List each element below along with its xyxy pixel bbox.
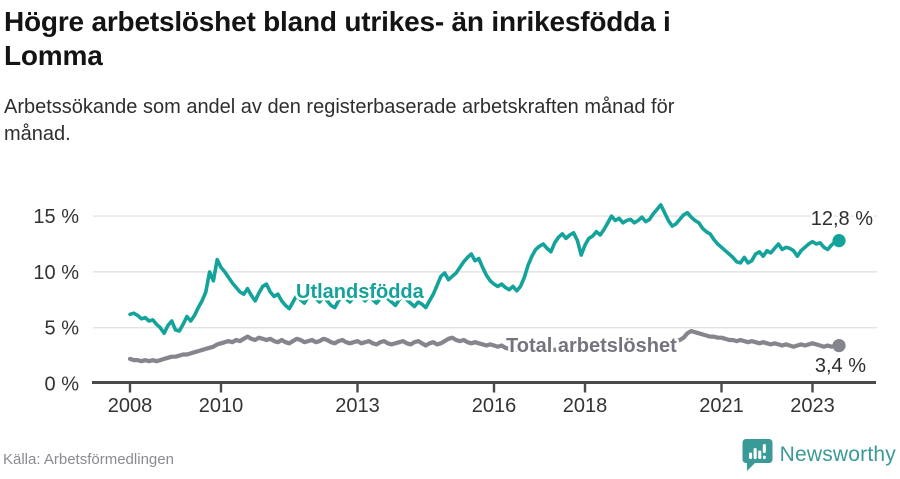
end-value-label-total-arbetsloshet: 3,4 % <box>815 355 866 377</box>
newsworthy-logo[interactable]: Newsworthy <box>742 438 896 472</box>
newsworthy-speech-bubble-chart-icon <box>742 439 773 471</box>
series-end-value-labels: 12,8 % 3,4 % <box>808 206 875 380</box>
y-tick-label-15: 15 % <box>33 206 79 228</box>
newsworthy-wordmark: Newsworthy <box>779 443 896 466</box>
chart-subtitle: Arbetssökande som andel av den registerb… <box>4 94 896 148</box>
subtitle-line-2: månad. <box>4 123 71 145</box>
subtitle-line-1: Arbetssökande som andel av den registerb… <box>4 96 675 118</box>
y-tick-label-5: 5 % <box>45 318 80 340</box>
x-tick-label-2021: 2021 <box>699 395 744 417</box>
x-tick-label-2008: 2008 <box>108 395 153 417</box>
series-end-dots <box>832 234 846 353</box>
y-tick-label-10: 10 % <box>33 262 79 284</box>
line-utlandsfodda <box>128 203 841 336</box>
series-label-utlandsfodda: Utlandsfödda <box>296 281 425 303</box>
x-tick-label-2016: 2016 <box>472 395 517 417</box>
line-total-arbetsloshet <box>127 328 842 364</box>
x-tick-label-2013: 2013 <box>335 395 380 417</box>
title-line-1: Högre arbetslöshet bland utrikes- än inr… <box>4 6 671 37</box>
end-dot-total-arbetsloshet <box>832 338 846 353</box>
series-label-total-arbetsloshet: Total arbetslöshet <box>506 335 677 357</box>
title-line-2: Lomma <box>4 40 103 71</box>
x-tick-label-2023: 2023 <box>790 395 835 417</box>
x-tick-label-2018: 2018 <box>563 395 608 417</box>
y-tick-label-0: 0 % <box>45 374 80 396</box>
x-axis-labels: 2008 2010 2013 2016 2018 2021 2023 <box>108 395 835 417</box>
source-credit: Källa: Arbetsförmedlingen <box>3 451 174 468</box>
series-lines <box>127 203 842 364</box>
end-dot-utlandsfodda <box>832 234 846 248</box>
end-value-label-utlandsfodda: 12,8 % <box>811 208 873 230</box>
x-axis <box>92 381 876 393</box>
series-inline-labels: Utlandsfödda Total arbetslöshet <box>294 279 680 360</box>
y-axis-labels: 0 % 5 % 10 % 15 % <box>33 206 79 395</box>
page-title: Högre arbetslöshet bland utrikes- än inr… <box>4 5 896 73</box>
x-tick-label-2010: 2010 <box>199 395 244 417</box>
